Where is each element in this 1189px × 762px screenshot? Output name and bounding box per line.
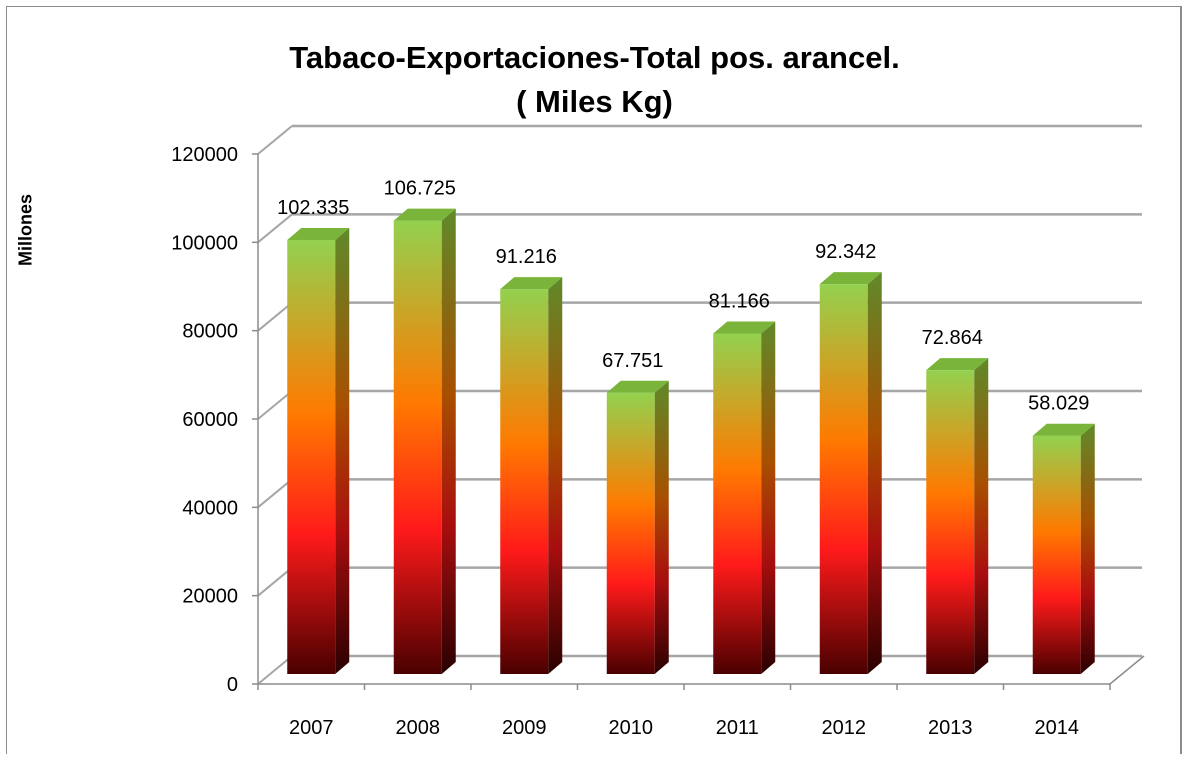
bar-2012 [819, 284, 868, 674]
bar-top-2013 [926, 358, 989, 371]
bar-side-2012 [867, 272, 882, 674]
data-label-2008: 106.725 [384, 178, 456, 200]
bar-top-2009 [500, 277, 563, 290]
bar-side-2011 [761, 321, 776, 674]
bar-2007 [287, 240, 336, 674]
x-tick-label-2013: 2013 [928, 717, 973, 739]
gridline-side-100000 [257, 213, 293, 244]
x-tick-label-2010: 2010 [609, 717, 654, 739]
bar-2013 [926, 370, 975, 674]
gridlines [257, 124, 1142, 685]
bar-2009 [500, 289, 549, 674]
bar-side-2013 [974, 358, 989, 674]
chart-title-line-1: Tabaco-Exportaciones-Total pos. arancel. [289, 40, 900, 75]
bar-side-2014 [1080, 423, 1095, 674]
y-tick-label-100000: 100000 [171, 232, 238, 254]
bar-side-2008 [441, 208, 456, 674]
x-tick-label-2012: 2012 [822, 717, 867, 739]
bar-top-2008 [393, 208, 456, 221]
bar-2011 [713, 333, 762, 674]
bar-side-2007 [335, 228, 350, 674]
bar-2008 [393, 220, 442, 674]
y-tick-label-0: 0 [227, 674, 238, 696]
x-tick-label-2014: 2014 [1035, 717, 1080, 739]
axes [252, 153, 1145, 690]
bar-top-2007 [287, 228, 350, 241]
gridline-side-120000 [257, 125, 293, 155]
gridline-side-60000 [257, 390, 293, 420]
bar-top-2011 [713, 321, 776, 334]
x-tick-label-2007: 2007 [289, 717, 334, 739]
bar-top-2010 [606, 380, 669, 393]
data-label-2007: 102.335 [277, 197, 349, 219]
y-tick-label-60000: 60000 [182, 409, 238, 431]
y-tick-label-40000: 40000 [182, 497, 238, 519]
y-tick-label-20000: 20000 [182, 586, 238, 608]
chart-frame [6, 6, 1180, 754]
bar-side-2010 [654, 380, 669, 674]
x-tick-label-2008: 2008 [396, 717, 441, 739]
data-label-2009: 91.216 [496, 246, 557, 268]
floor-right-edge [1109, 655, 1145, 685]
x-tick-label-2011: 2011 [716, 717, 759, 739]
gridline-side-80000 [257, 301, 293, 332]
data-label-2011: 81.166 [709, 291, 770, 313]
chart-frame-right-edge [1180, 6, 1182, 754]
bar-top-2014 [1032, 423, 1095, 436]
data-label-2013: 72.864 [922, 327, 983, 349]
data-label-2012: 92.342 [815, 241, 876, 263]
y-tick-label-80000: 80000 [182, 321, 238, 343]
gridline-side-40000 [257, 478, 293, 509]
bar-2010 [606, 392, 655, 674]
gridline-side-0 [257, 655, 293, 685]
x-tick-label-2009: 2009 [502, 717, 547, 739]
bars [287, 208, 1095, 674]
labels: 0 20000 40000 60000 80000 100000 120000 102.335… [171, 144, 1089, 739]
data-label-2014: 58.029 [1028, 393, 1089, 415]
data-label-2010: 67.751 [602, 350, 663, 372]
bar-2014 [1032, 435, 1081, 674]
gridline-side-20000 [257, 566, 293, 597]
y-tick-label-120000: 120000 [171, 144, 238, 166]
bar-top-2012 [819, 272, 882, 285]
bar-side-2009 [548, 277, 563, 674]
chart-title-line-2: ( Miles Kg) [516, 84, 673, 119]
